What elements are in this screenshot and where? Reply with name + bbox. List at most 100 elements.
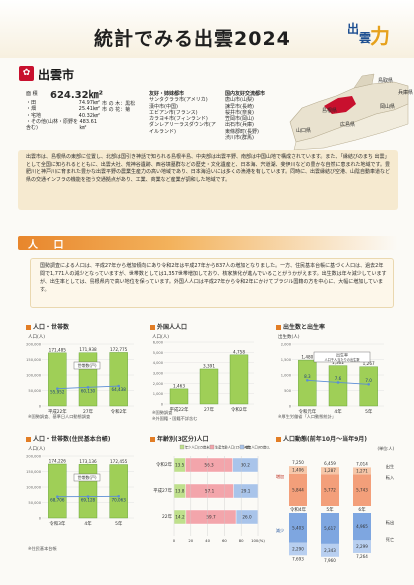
data-label: 2,290 bbox=[292, 547, 304, 552]
chart-foreign: 人口(人) 0 1,000 2,000 3,000 4,000 5,000 6,000 1,46… bbox=[152, 334, 254, 413]
domestic-city: 出石市(兵庫) bbox=[225, 122, 254, 129]
data-label: 173,136 bbox=[79, 459, 97, 464]
legend-label: 生産年齢人口(15～64歳) bbox=[215, 445, 251, 450]
side-label: 減少 bbox=[276, 527, 284, 534]
data-label: 4,965 bbox=[356, 524, 368, 529]
legend-box bbox=[73, 361, 101, 370]
side-label: 転入 bbox=[386, 475, 395, 481]
legend-label: 世帯数(戸) bbox=[77, 362, 97, 368]
land-row: ・田 74.97㎞² bbox=[26, 100, 100, 106]
data-label: 30.2 bbox=[241, 463, 251, 468]
tick-label: 1,500 bbox=[281, 358, 292, 362]
bar bbox=[109, 464, 128, 519]
domestic-city: 桜井市(奈良) bbox=[225, 109, 254, 116]
population-text: 国勢調査による人口は、平成27年から増加傾向にあり令和2年は平成27年から837… bbox=[40, 263, 387, 293]
category-label: 22年 bbox=[162, 513, 173, 520]
domestic-city: 渋川市(群馬) bbox=[225, 134, 254, 141]
side-label: 転出 bbox=[386, 519, 394, 526]
tick-label: 100,000 bbox=[26, 486, 42, 490]
bar-in-moves bbox=[321, 474, 339, 506]
households-point bbox=[56, 495, 59, 499]
land-row: ・宅地 40.32㎞² bbox=[26, 113, 100, 119]
land-table: ・田 74.97㎞² ・畑 25.41㎞² ・宅地 40.32㎞² ・その他(山林・原野を含… bbox=[26, 100, 136, 131]
tick-label: 2,000 bbox=[281, 343, 292, 347]
category-label: 令和元年 bbox=[299, 408, 317, 415]
domestic-city: 唐山市(山梨) bbox=[225, 97, 254, 104]
bar bbox=[48, 352, 67, 407]
households-point bbox=[56, 387, 59, 390]
chart-panel-4: 人口・世帯数(住民基本台帳) 人口(人) 0 50,000 100,000 150,00… bbox=[26, 434, 138, 552]
data-label: 2,343 bbox=[324, 548, 336, 553]
category-label: 令和3年 bbox=[49, 520, 66, 527]
category-label: 令和4年 bbox=[290, 506, 307, 513]
data-label: 174,226 bbox=[49, 458, 67, 463]
chart-population-change: (単位:人) 5,844 1,406 7,250 5,403 2,290 7,693 令和4年… bbox=[276, 445, 395, 563]
side-label: 出生 bbox=[386, 463, 394, 470]
data-label: 29.1 bbox=[241, 489, 251, 494]
y-axis-label: 出生数(人) bbox=[278, 333, 300, 340]
tick-label: 80 bbox=[239, 538, 244, 543]
side-label: 増加 bbox=[276, 473, 284, 480]
area-value: 624.32㎞² bbox=[50, 90, 103, 101]
bar-out-moves bbox=[321, 513, 339, 544]
data-label: 171,938 bbox=[79, 347, 97, 352]
header-band bbox=[0, 0, 414, 58]
category-label: 5年 bbox=[326, 506, 334, 513]
households-point bbox=[86, 386, 90, 389]
chart-panel-3: 出生数と出生率 出生数(人) 0 500 1,000 1,500 2,000 1,480 令和… bbox=[276, 322, 398, 430]
bar bbox=[199, 368, 219, 405]
tick-label: 1,000 bbox=[153, 392, 164, 396]
data-label: 172,455 bbox=[110, 459, 128, 464]
data-label: 1,480 bbox=[301, 355, 313, 360]
land-value: 40.32㎞² bbox=[78, 112, 100, 119]
data-label: 5,743 bbox=[356, 488, 368, 493]
legend-label: 人口千人当たりの出生数 bbox=[324, 357, 360, 362]
legend-swatch bbox=[239, 444, 245, 450]
tick-label: 0 bbox=[289, 405, 292, 409]
chart-resident-register: 人口(人) 0 50,000 100,000 150,000 200,000 174,226… bbox=[26, 446, 134, 527]
tick-label: 200,000 bbox=[26, 455, 42, 459]
map-label: 岡山県 bbox=[380, 104, 396, 110]
bar-births bbox=[321, 467, 339, 475]
legend-box bbox=[73, 473, 101, 482]
legend-label: 出生率 bbox=[336, 352, 348, 358]
map-label: 島根県 bbox=[322, 108, 338, 114]
tick-label: 100(%) bbox=[251, 538, 265, 543]
total-in-label: 7,250 bbox=[292, 460, 304, 465]
category-label: 令和2年 bbox=[231, 406, 248, 413]
data-label: 56.3 bbox=[204, 463, 214, 468]
category-label: 27年 bbox=[204, 406, 215, 413]
domestic-city: 東條郡町(長野) bbox=[225, 128, 259, 135]
bar bbox=[298, 359, 317, 407]
tick-label: 0 bbox=[161, 403, 164, 407]
tick-label: 4,000 bbox=[153, 361, 164, 365]
chart-panel-5: 年齢別(3区分)人口 年少人口(15歳未満) 生産年齢人口(15～64歳) 老年人口… bbox=[150, 434, 270, 552]
land-label: ・畑 bbox=[26, 106, 37, 113]
data-label: 13.5 bbox=[175, 463, 185, 468]
land-row: ・畑 25.41㎞² bbox=[26, 106, 100, 112]
bar bbox=[109, 352, 128, 407]
households-label: 55,952 bbox=[50, 390, 65, 395]
data-label: 4,758 bbox=[233, 349, 245, 354]
households-label: 64,438 bbox=[112, 387, 127, 392]
tick-label: 500 bbox=[284, 389, 292, 393]
land-value: 74.97㎞² bbox=[78, 100, 100, 106]
sister-city: ダンレアリーラスダウン市(アイルランド) bbox=[149, 122, 216, 135]
legend-label: 老年人口(65歳以上) bbox=[245, 445, 270, 450]
category-label: 平成27年 bbox=[153, 487, 172, 494]
tick-label: 2,000 bbox=[153, 382, 164, 386]
map-label: 山口県 bbox=[296, 128, 312, 134]
tick-label: 0 bbox=[173, 538, 176, 543]
city-emblem-icon: ✿ bbox=[19, 66, 34, 81]
data-label: 26.0 bbox=[242, 515, 252, 520]
category-label: 6年 bbox=[358, 506, 366, 513]
category-label: 5年 bbox=[365, 408, 373, 415]
households-point bbox=[86, 495, 90, 498]
bar-deaths bbox=[353, 540, 371, 553]
category-label: 平成22年 bbox=[48, 408, 67, 415]
birth-rate-label: 7.0 bbox=[365, 378, 372, 383]
data-label: 172,775 bbox=[110, 347, 128, 352]
city-name: 出雲市 bbox=[38, 68, 75, 82]
city-symbols: 市 の 木：黒松 市 の 花：菊 bbox=[102, 101, 136, 114]
households-label: 70,063 bbox=[112, 497, 127, 502]
